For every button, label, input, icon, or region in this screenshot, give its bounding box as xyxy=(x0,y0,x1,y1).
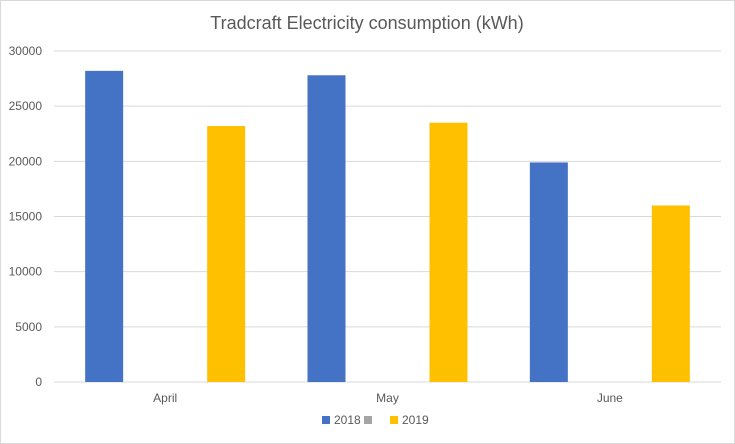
y-tick-label: 5000 xyxy=(15,320,42,334)
chart-title: Tradcraft Electricity consumption (kWh) xyxy=(210,13,523,33)
legend-swatch xyxy=(364,416,372,424)
legend-swatch xyxy=(390,416,398,424)
bar-2019-june xyxy=(651,205,690,382)
y-tick-label: 10000 xyxy=(9,265,43,279)
bar-2018-april xyxy=(85,70,124,383)
y-tick-label: 30000 xyxy=(9,44,43,58)
bars xyxy=(85,70,690,383)
y-axis-tick-labels: 0 5000 10000 15000 20000 25000 30000 xyxy=(9,44,43,389)
bar-2019-may xyxy=(429,122,468,382)
y-tick-label: 0 xyxy=(35,375,42,389)
legend-swatch xyxy=(322,416,330,424)
y-tick-label: 25000 xyxy=(9,99,43,113)
y-tick-label: 20000 xyxy=(9,154,43,168)
bar-2018-june xyxy=(529,162,568,382)
gridlines xyxy=(54,50,721,383)
bar-2019-april xyxy=(207,126,246,382)
y-tick-label: 15000 xyxy=(9,210,43,224)
x-tick-label: April xyxy=(153,391,177,405)
legend: 2018 2019 xyxy=(322,413,429,427)
x-tick-label: May xyxy=(376,391,399,405)
x-axis-tick-labels: April May June xyxy=(153,391,623,405)
legend-label: 2019 xyxy=(402,413,429,427)
x-tick-label: June xyxy=(597,391,623,405)
bar-2018-may xyxy=(307,75,346,383)
legend-label: 2018 xyxy=(334,413,361,427)
